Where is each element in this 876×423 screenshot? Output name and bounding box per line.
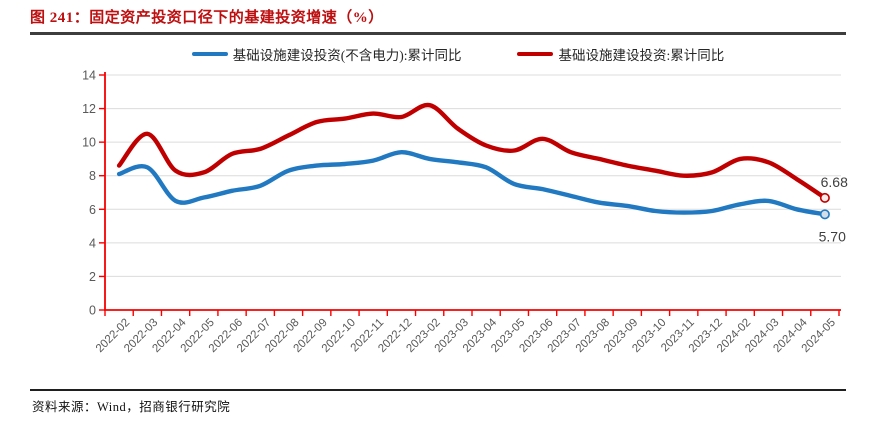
legend-line-swatch-1 xyxy=(517,52,554,56)
series-end-marker-1 xyxy=(819,192,830,203)
y-tick-label: 6 xyxy=(89,203,96,217)
legend-label: 基础设施建设投资:累计同比 xyxy=(558,48,725,63)
series-end-label-0: 5.70 xyxy=(819,228,846,244)
figure-title: 图 241：固定资产投资口径下的基建投资增速（%） xyxy=(30,10,384,26)
series-line-0 xyxy=(116,150,828,217)
legend-line-swatch-0 xyxy=(191,52,228,56)
series-line-1 xyxy=(116,102,828,201)
y-tick-label: 8 xyxy=(89,169,96,183)
title-divider xyxy=(30,32,846,35)
y-tick-label: 12 xyxy=(82,102,96,116)
series-end-marker-0 xyxy=(819,209,830,220)
series-end-label-1: 6.68 xyxy=(821,174,848,190)
y-tick-label: 14 xyxy=(82,69,96,83)
y-tick-label: 4 xyxy=(89,236,96,250)
y-tick-label: 10 xyxy=(82,136,96,150)
source-note: 资料来源：Wind，招商银行研究院 xyxy=(32,400,231,414)
footer-divider xyxy=(30,389,846,391)
y-tick-label: 0 xyxy=(89,304,96,318)
y-tick-label: 2 xyxy=(89,270,96,284)
legend-item-1: 基础设施建设投资:累计同比 xyxy=(517,44,724,64)
legend-item-0: 基础设施建设投资(不含电力):累计同比 xyxy=(191,44,462,64)
legend-label: 基础设施建设投资(不含电力):累计同比 xyxy=(232,48,462,63)
chart-legend: 基础设施建设投资(不含电力):累计同比 基础设施建设投资:累计同比 xyxy=(0,44,876,64)
